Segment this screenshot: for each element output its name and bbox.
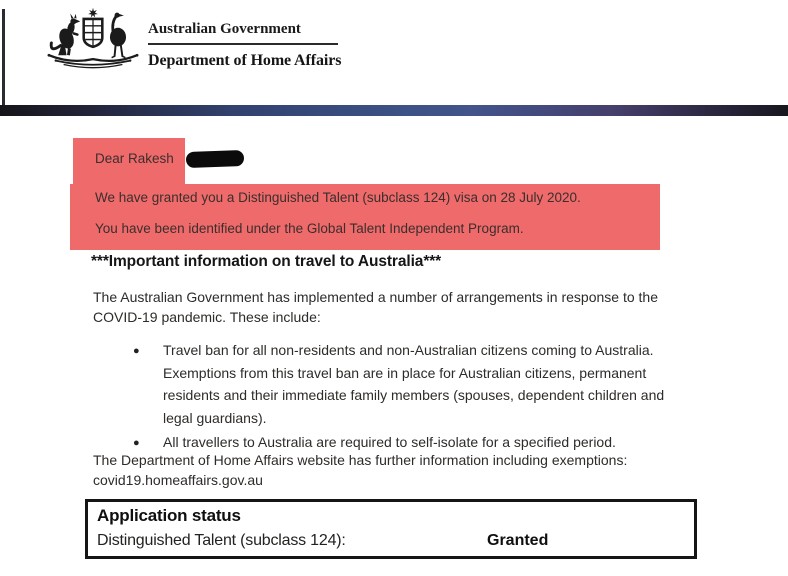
bullet-icon <box>133 339 163 429</box>
more-info-line: The Department of Home Affairs website h… <box>93 452 628 468</box>
visa-subclass-label: Distinguished Talent (subclass 124): <box>97 532 346 549</box>
brand-gradient-bar <box>0 105 788 116</box>
wattle-flourish <box>48 54 138 69</box>
salutation-text: Dear Rakesh <box>95 151 174 166</box>
application-status-title: Application status <box>97 506 241 525</box>
more-info: The Department of Home Affairs website h… <box>93 451 627 490</box>
redacted-surname <box>185 149 245 169</box>
list-item: Travel ban for all non-residents and non… <box>133 339 698 429</box>
website-url: covid19.homeaffairs.gov.au <box>93 471 263 488</box>
travel-info-heading: ***Important information on travel to Au… <box>91 253 442 270</box>
program-line: You have been identified under the Globa… <box>95 221 524 236</box>
government-title: Australian Government <box>148 21 301 37</box>
travel-info-bullet-list: Travel ban for all non-residents and non… <box>133 339 698 457</box>
department-title: Department of Home Affairs <box>148 52 342 69</box>
scan-edge-artifact <box>2 9 5 107</box>
header: Australian Government Department of Home… <box>148 21 341 69</box>
bullet-text: All travellers to Australia are required… <box>163 434 616 450</box>
grant-highlight <box>70 184 660 250</box>
emu-silhouette <box>109 12 127 59</box>
application-status-box: Application status Distinguished Talent … <box>85 499 697 559</box>
list-item: All travellers to Australia are required… <box>133 431 698 455</box>
kangaroo-silhouette <box>49 13 81 56</box>
bullet-text: Travel ban for all non-residents and non… <box>163 342 665 426</box>
travel-info-intro: The Australian Government has implemente… <box>93 289 658 325</box>
coat-of-arms-icon <box>47 7 139 69</box>
salutation-highlight <box>73 138 185 184</box>
status-badge: Granted <box>487 532 549 549</box>
header-divider <box>148 43 338 45</box>
grant-line: We have granted you a Distinguished Tale… <box>95 190 581 205</box>
